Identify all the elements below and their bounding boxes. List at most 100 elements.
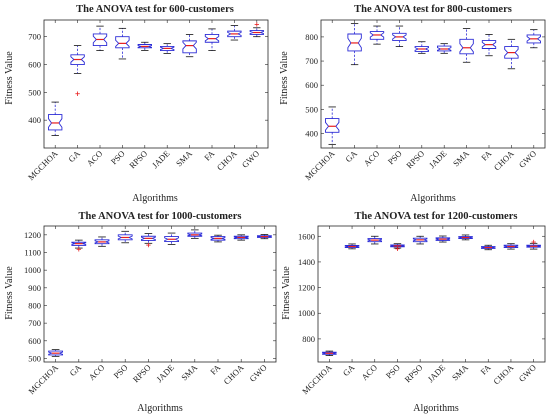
box-mgchoa [325, 118, 340, 133]
box-jade [160, 45, 175, 52]
plot-area: 800 1000 1200 1400 1600 MGCHOA GA ACO PSO RPSO JAD… [298, 225, 546, 396]
x-tick-label: JADE [425, 362, 447, 384]
x-tick-label: JADE [427, 148, 449, 170]
box-pso [390, 244, 405, 248]
y-tick-label: 600 [305, 80, 318, 90]
chart-title: The ANOVA test for 800-customers [354, 4, 512, 15]
x-tick-label: JADE [150, 148, 172, 170]
plot-area: 500 600 700 800 900 1000 1100 1200 MGCHOA GA ACO PS… [24, 225, 277, 396]
panel-600-customers: The ANOVA test for 600-customers Fitness… [4, 4, 269, 204]
y-tick-label: 400 [28, 115, 41, 125]
box-pso [117, 234, 133, 241]
outlier-marker [395, 246, 400, 252]
y-tick-label: 1200 [298, 283, 315, 293]
box-ga [71, 241, 87, 246]
x-tick-label: CHOA [491, 362, 516, 387]
y-tick-label: 1400 [298, 257, 315, 267]
chart-title: The ANOVA test for 1200-customers [355, 211, 518, 222]
x-tick-label: FA [202, 148, 217, 163]
y-tick-label: 1600 [298, 231, 315, 241]
box-sma [187, 232, 203, 237]
y-tick-label: 500 [28, 87, 41, 97]
y-tick-label: 900 [28, 283, 41, 293]
x-tick-label: GA [66, 148, 82, 164]
plot-frame [317, 225, 546, 363]
x-tick-label: FA [208, 362, 223, 377]
plot-frame [43, 19, 269, 149]
outlier-marker [76, 247, 81, 252]
y-axis-label: Fitness Value [4, 266, 15, 320]
box-aco [367, 238, 383, 243]
box-gwo [249, 30, 264, 35]
panel-1000-customers: The ANOVA test for 1000-customers Fitnes… [4, 211, 277, 414]
box-ga [347, 33, 362, 52]
y-tick-label: 1100 [24, 247, 41, 257]
y-tick-label: 800 [302, 334, 315, 344]
outlier-marker [146, 242, 151, 248]
plot-area: 400 500 600 700 MGCHOA GA ACO PSO RPSO JADE SMA FAC… [26, 19, 269, 182]
y-tick-label: 1000 [298, 308, 315, 318]
x-tick-label: MGCHOA [26, 362, 60, 396]
box-fa [481, 40, 497, 49]
box-rpso [140, 235, 156, 241]
box-choa [233, 235, 249, 240]
x-axis-label: Algorithms [137, 403, 183, 414]
x-axis-label: Algorithms [410, 193, 456, 204]
x-tick-label: SMA [179, 362, 200, 383]
box-jade [164, 236, 180, 242]
x-tick-label: SMA [451, 148, 472, 169]
x-tick-label: MGCHOA [303, 148, 337, 182]
panel-1200-customers: The ANOVA test for 1200-customers Fitnes… [281, 211, 546, 414]
box-choa [227, 30, 242, 38]
box-sma [458, 236, 473, 240]
x-tick-label: FA [479, 148, 494, 163]
box-fa [480, 246, 496, 249]
y-tick-label: 800 [305, 32, 318, 42]
box-mgchoa [48, 114, 63, 131]
x-tick-label: CHOA [215, 148, 240, 173]
y-tick-label: 400 [305, 129, 318, 139]
y-tick-label: 700 [28, 318, 41, 328]
chart-title: The ANOVA test for 1000-customers [79, 211, 242, 222]
box-sma [182, 40, 197, 54]
box-gwo [526, 34, 541, 44]
x-tick-label: GWO [247, 362, 268, 383]
y-tick-label: 500 [305, 104, 318, 114]
chart-title: The ANOVA test for 600-customers [76, 4, 234, 15]
y-axis-label: Fitness Value [4, 51, 15, 105]
x-tick-label: GWO [517, 362, 538, 383]
box-aco [92, 33, 108, 47]
x-tick-label: PSO [112, 362, 130, 380]
panel-800-customers: The ANOVA test for 800-customers Fitness… [279, 4, 546, 204]
x-axis-label: Algorithms [132, 193, 178, 204]
y-tick-label: 1000 [24, 265, 41, 275]
x-tick-label: RPSO [402, 362, 424, 384]
x-tick-label: CHOA [222, 362, 247, 387]
box-fa [210, 236, 226, 241]
box-jade [437, 45, 452, 52]
y-tick-label: 800 [28, 300, 41, 310]
x-tick-label: RPSO [404, 148, 426, 170]
x-tick-label: SMA [174, 148, 195, 169]
y-axis-label: Fitness Value [279, 51, 290, 105]
x-tick-label: GA [343, 148, 359, 164]
y-tick-label: 700 [305, 56, 318, 66]
x-tick-label: PSO [386, 148, 404, 166]
plot-area: 400 500 600 700 800 MGCHOA GA ACO PSO RPSO JADE SMA… [303, 19, 546, 182]
box-sma [459, 38, 474, 55]
outlier-marker [254, 22, 259, 27]
x-tick-label: RPSO [131, 362, 153, 384]
box-aco [369, 31, 385, 40]
y-tick-label: 500 [28, 353, 41, 363]
y-tick-label: 600 [28, 336, 41, 346]
box-ga [344, 245, 360, 249]
x-tick-label: CHOA [492, 148, 517, 173]
box-rpso [412, 237, 428, 243]
box-mgchoa [48, 350, 64, 356]
x-tick-label: FA [478, 362, 493, 377]
outlier-marker [531, 239, 536, 245]
x-tick-label: RPSO [127, 148, 149, 170]
x-tick-label: GWO [517, 148, 538, 169]
x-tick-label: PSO [109, 148, 127, 166]
